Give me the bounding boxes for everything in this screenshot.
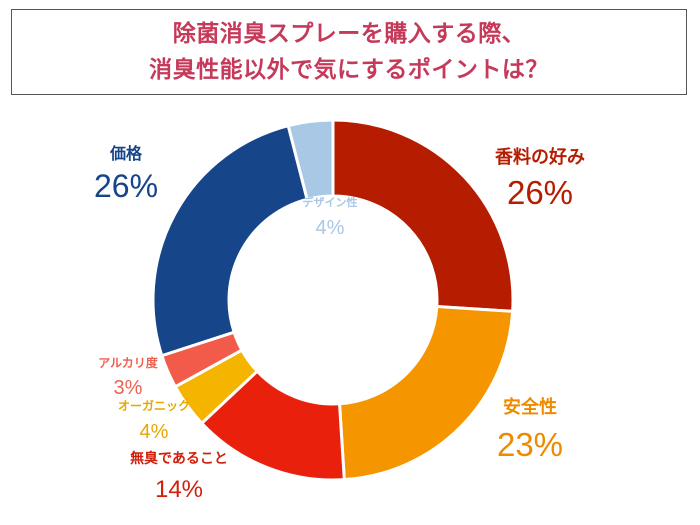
slice-value-label: 23%	[497, 426, 563, 463]
slice-value-label: 14%	[155, 476, 203, 503]
donut-slice	[337, 304, 515, 482]
donut-slice	[151, 123, 309, 358]
slice-value-label: 3%	[114, 377, 143, 399]
slice-label: 価格	[109, 144, 143, 163]
slice-value-label: 4%	[140, 421, 169, 443]
chart-title-line-2: 消臭性能以外で気にするポイントは？	[149, 57, 549, 83]
slice-label: 香料の好み	[494, 146, 585, 168]
slice-label: オーガニック	[118, 398, 190, 413]
donut-slice	[331, 118, 515, 313]
chart-title-line-1: 除菌消臭スプレーを購入する際、	[172, 21, 526, 47]
slice-value-label: 26%	[94, 168, 158, 204]
slice-label: アルカリ度	[98, 355, 159, 370]
slice-label: デザイン性	[303, 195, 358, 209]
slice-label: 無臭であること	[130, 450, 228, 467]
chart-title-box: 除菌消臭スプレーを購入する際、 消臭性能以外で気にするポイントは？	[11, 9, 687, 95]
slice-value-label: 4%	[316, 217, 345, 239]
donut-slice	[286, 118, 335, 202]
slice-label: 安全性	[503, 396, 557, 418]
slice-value-label: 26%	[507, 174, 573, 211]
